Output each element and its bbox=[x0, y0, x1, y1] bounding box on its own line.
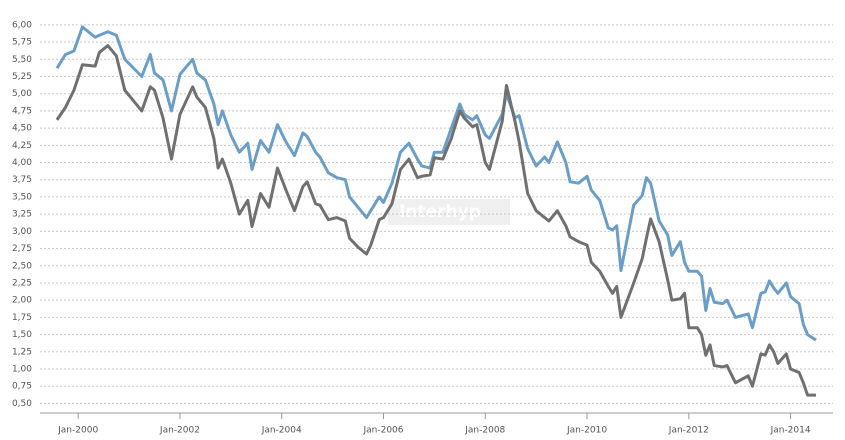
y-tick-label: 5,25 bbox=[12, 72, 32, 82]
x-tick-label: Jan-2000 bbox=[57, 426, 98, 436]
y-tick-label: 3,75 bbox=[12, 175, 32, 185]
y-tick-label: 2,25 bbox=[12, 278, 32, 288]
y-tick-label: 2,50 bbox=[12, 261, 32, 271]
x-tick-label: Jan-2010 bbox=[566, 426, 607, 436]
watermark-box bbox=[388, 199, 510, 225]
y-tick-label: 1,50 bbox=[12, 330, 32, 340]
y-tick-label: 2,00 bbox=[12, 296, 32, 306]
x-tick-label: Jan-2002 bbox=[159, 426, 200, 436]
y-tick-label: 3,50 bbox=[12, 192, 32, 202]
watermark: Interhyp bbox=[399, 202, 481, 222]
x-tick-label: Jan-2008 bbox=[464, 426, 505, 436]
series-line bbox=[55, 25, 817, 342]
x-tick-label: Jan-2006 bbox=[362, 426, 403, 436]
y-tick-label: 3,00 bbox=[12, 227, 32, 237]
y-tick-label: 1,25 bbox=[12, 347, 32, 357]
y-tick-label: 2,75 bbox=[12, 244, 32, 254]
y-tick-label: 5,75 bbox=[12, 38, 32, 48]
x-tick-label: Jan-2004 bbox=[261, 426, 302, 436]
y-tick-label: 4,00 bbox=[12, 158, 32, 168]
y-tick-label: 4,50 bbox=[12, 124, 32, 134]
y-tick-label: 4,25 bbox=[12, 141, 32, 151]
y-tick-label: 4,75 bbox=[12, 106, 32, 116]
series-line bbox=[55, 44, 817, 397]
y-tick-label: 3,25 bbox=[12, 210, 32, 220]
y-tick-label: 6,00 bbox=[12, 20, 32, 30]
x-tick-label: Jan-2014 bbox=[770, 426, 811, 436]
y-tick-label: 5,50 bbox=[12, 55, 32, 65]
y-tick-label: 0,75 bbox=[12, 382, 32, 392]
y-tick-label: 1,00 bbox=[12, 364, 32, 374]
y-tick-label: 1,75 bbox=[12, 313, 32, 323]
y-tick-label: 5,00 bbox=[12, 89, 32, 99]
y-tick-label: 0,50 bbox=[12, 399, 32, 409]
x-tick-label: Jan-2012 bbox=[668, 426, 709, 436]
